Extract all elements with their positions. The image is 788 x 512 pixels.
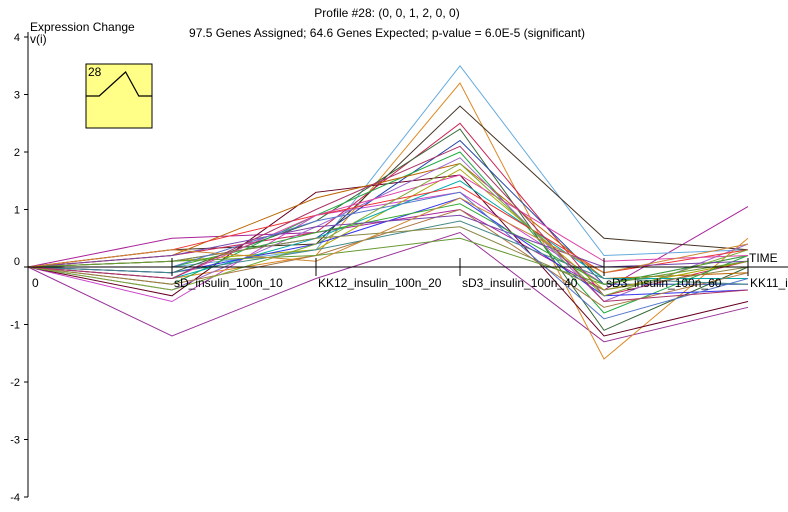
profile-box: 28	[85, 63, 153, 129]
x-category-label: KK12_insulin_100n_20	[318, 276, 442, 290]
series-line	[27, 214, 749, 268]
y-tick-label: 3	[14, 90, 20, 102]
x-axis-label: TIME	[749, 251, 778, 265]
x-category-label: sD3_insulin_100n_40	[462, 276, 578, 290]
y-tick-label: 1	[14, 205, 20, 217]
y-ticks: 4 3 2 1 0 -1 -2 -3 -4	[10, 32, 28, 504]
y-axis-sublabel: v(i)	[30, 32, 47, 46]
y-tick-label: -3	[10, 435, 20, 447]
series-line	[27, 105, 749, 268]
series-lines	[27, 64, 749, 360]
series-line	[27, 197, 749, 274]
chart-subtitle: 97.5 Genes Assigned; 64.6 Genes Expected…	[189, 26, 585, 40]
x-category-label: sD_insulin_100n_10	[174, 276, 283, 290]
x-category-label: sD3_insulin_100n_60	[606, 276, 722, 290]
profile-shape	[86, 71, 152, 97]
series-line	[27, 231, 749, 343]
x-category-label: 0	[32, 276, 39, 290]
chart-title: Profile #28: (0, 0, 1, 2, 0, 0)	[314, 6, 459, 20]
y-tick-label: -4	[10, 492, 20, 504]
y-tick-label: -1	[10, 320, 20, 332]
y-tick-label: 2	[14, 147, 20, 159]
series-line	[28, 203, 749, 285]
y-tick-label: 0	[14, 256, 20, 268]
y-tick-label: 4	[14, 32, 20, 44]
x-ticks: 0 sD_insulin_100n_10 KK12_insulin_100n_20 s…	[32, 258, 788, 290]
series-line	[27, 237, 749, 285]
series-line	[27, 162, 749, 297]
y-tick-label: -2	[10, 377, 20, 389]
series-line	[27, 220, 749, 285]
series-line	[27, 145, 749, 303]
y-axis-label: Expression Change	[30, 20, 135, 34]
profile-id: 28	[88, 65, 102, 79]
x-category-label: KK11_insulin_100n_80	[750, 276, 788, 290]
